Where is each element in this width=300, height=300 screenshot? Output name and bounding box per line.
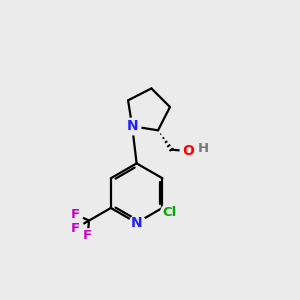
Text: F: F xyxy=(83,230,92,242)
Text: N: N xyxy=(131,216,142,230)
Text: O: O xyxy=(182,144,194,158)
Text: N: N xyxy=(126,119,138,133)
Text: F: F xyxy=(71,222,80,235)
Text: Cl: Cl xyxy=(162,206,177,219)
Text: H: H xyxy=(198,142,209,155)
Text: F: F xyxy=(70,208,80,220)
